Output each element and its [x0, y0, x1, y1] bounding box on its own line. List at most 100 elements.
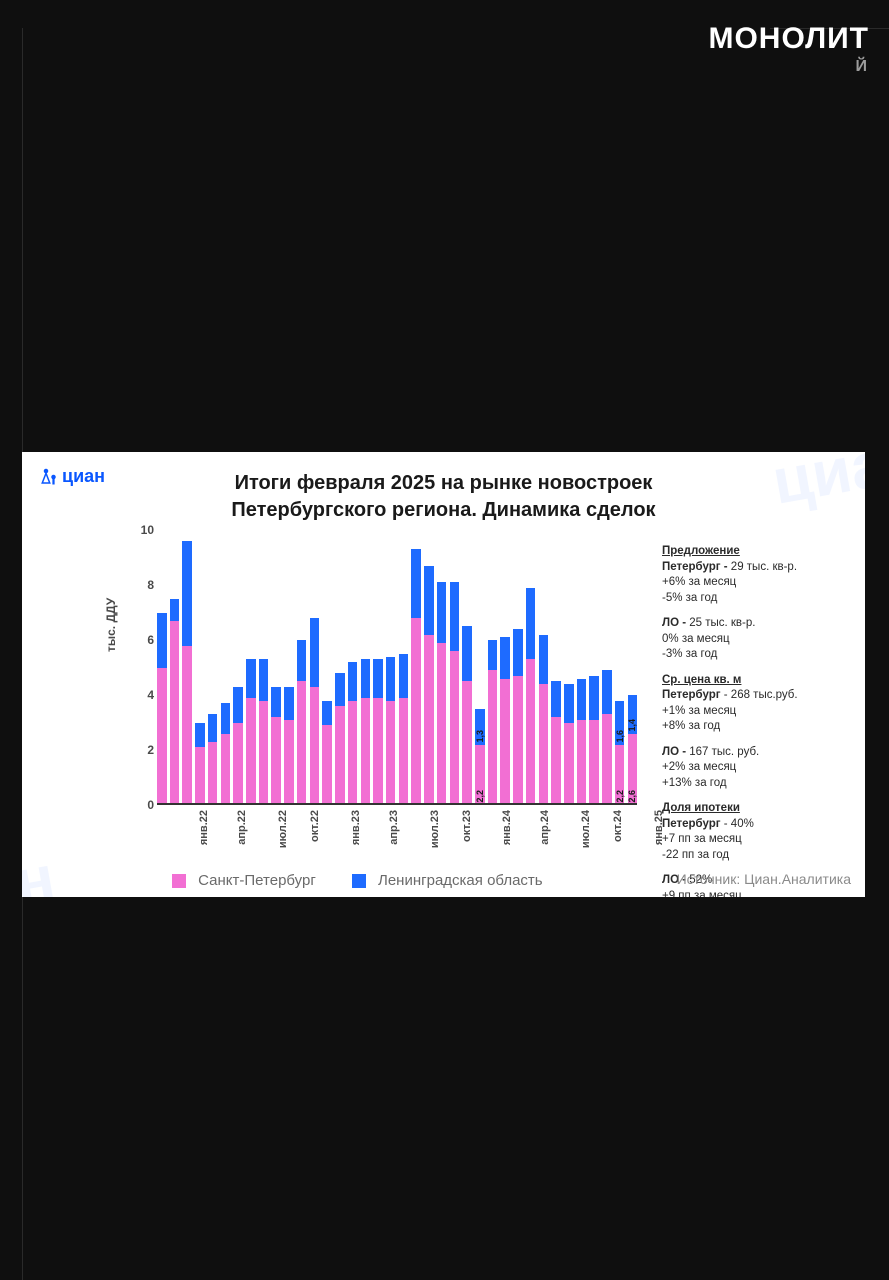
x-tick: окт.24	[612, 810, 624, 842]
stats-line: ЛО - 25 тыс. кв-р.	[662, 616, 852, 632]
bar-column	[170, 530, 180, 805]
bar-column	[373, 530, 383, 805]
bar-segment-b	[539, 635, 549, 685]
bar-segment-a	[564, 723, 574, 806]
x-axis: янв.22апр.22июл.22окт.22янв.23апр.23июл.…	[157, 810, 637, 860]
bar-column	[399, 530, 409, 805]
bar-column: 1,32,2	[475, 530, 485, 805]
bar-segment-a	[271, 717, 281, 805]
bar-column	[500, 530, 510, 805]
stats-heading: Доля ипотеки	[662, 801, 852, 817]
bar-column	[526, 530, 536, 805]
bar-segment-b	[195, 723, 205, 748]
bar-segment-a	[221, 734, 231, 806]
bar-column	[589, 530, 599, 805]
bar-segment-a	[602, 714, 612, 805]
x-tick: янв.23	[350, 810, 362, 845]
bar-segment-b	[462, 626, 472, 681]
bar-segment-a	[259, 701, 269, 806]
bar-segment-a	[310, 687, 320, 805]
y-axis: 0246810	[122, 530, 154, 805]
bar-column	[233, 530, 243, 805]
bar-column	[157, 530, 167, 805]
bar-segment-a	[284, 720, 294, 805]
x-tick: апр.22	[236, 810, 248, 845]
stats-line: +13% за год	[662, 776, 852, 792]
bar-column	[246, 530, 256, 805]
stats-line: Петербург - 29 тыс. кв-р.	[662, 560, 852, 576]
bar-data-label: 1,3	[475, 730, 485, 743]
bar-segment-a	[297, 681, 307, 805]
bar-column	[386, 530, 396, 805]
bar-segment-a	[411, 618, 421, 805]
bar-segment-a	[246, 698, 256, 805]
bar-segment-b	[271, 687, 281, 717]
brand-logo: МОНОЛИТ	[708, 22, 869, 56]
bar-column	[462, 530, 472, 805]
bar-segment-a	[424, 635, 434, 806]
bar-column	[182, 530, 192, 805]
brand-sub: Й	[856, 58, 868, 76]
bar-column	[513, 530, 523, 805]
bar-segment-a	[437, 643, 447, 805]
bar-segment-a	[526, 659, 536, 805]
bar-segment-b	[564, 684, 574, 723]
bar-segment-a	[170, 621, 180, 805]
bar-data-label: 2,6	[627, 790, 637, 803]
bar-column	[437, 530, 447, 805]
bar-segment-b	[170, 599, 180, 621]
bar-segment-b	[526, 588, 536, 660]
bar-segment-a	[182, 646, 192, 806]
bar-segment-a	[399, 698, 409, 805]
bar-segment-b	[246, 659, 256, 698]
bar-column	[271, 530, 281, 805]
legend: Санкт-Петербург Ленинградская область	[172, 872, 543, 889]
stats-heading: Предложение	[662, 544, 852, 560]
bar-segment-a	[577, 720, 587, 805]
stats-heading: Ср. цена кв. м	[662, 673, 852, 689]
y-axis-label: тыс. ДДУ	[104, 598, 118, 652]
bar-column	[551, 530, 561, 805]
x-tick: окт.22	[309, 810, 321, 842]
chart-card: циан циан циан Итоги февраля 2025 на рын…	[22, 452, 865, 897]
stats-line: Петербург - 268 тыс.руб.	[662, 688, 852, 704]
stats-line: +8% за год	[662, 719, 852, 735]
stats-line: +6% за месяц	[662, 575, 852, 591]
bar-segment-a	[539, 684, 549, 805]
bar-segment-a	[500, 679, 510, 806]
bar-column	[348, 530, 358, 805]
legend-item: Ленинградская область	[352, 872, 543, 889]
bar-segment-b	[157, 613, 167, 668]
stats-line: Петербург - 40%	[662, 817, 852, 833]
y-tick: 6	[122, 633, 154, 647]
bar-column	[322, 530, 332, 805]
bar-segment-b	[348, 662, 358, 701]
bar-column	[284, 530, 294, 805]
bar-segment-b	[450, 582, 460, 651]
bar-segment-a	[195, 747, 205, 805]
legend-swatch	[352, 874, 366, 888]
stats-panel: ПредложениеПетербург - 29 тыс. кв-р.+6% …	[662, 544, 852, 897]
source-text: Источник: Циан.Аналитика	[677, 871, 851, 887]
stats-line: ЛО - 167 тыс. руб.	[662, 745, 852, 761]
bar-segment-b	[361, 659, 371, 698]
bar-column	[411, 530, 421, 805]
stats-line: -5% за год	[662, 591, 852, 607]
bar-segment-a	[348, 701, 358, 806]
stats-block: Доля ипотекиПетербург - 40%+7 пп за меся…	[662, 801, 852, 863]
bar-segment-a	[513, 676, 523, 805]
bar-column	[259, 530, 269, 805]
x-axis-baseline	[157, 803, 637, 805]
chart-title-line1: Итоги февраля 2025 на рынке новостроек	[235, 472, 653, 494]
bar-segment-a	[157, 668, 167, 806]
stats-block: ЛО - 167 тыс. руб.+2% за месяц+13% за го…	[662, 745, 852, 792]
stats-line: +9 пп за месяц	[662, 889, 852, 897]
bar-data-label: 1,6	[615, 730, 625, 743]
legend-item: Санкт-Петербург	[172, 872, 316, 889]
x-tick: июл.23	[429, 810, 441, 848]
watermark: циан	[22, 840, 60, 897]
bar-segment-a	[386, 701, 396, 806]
bar-column	[577, 530, 587, 805]
bar-segment-b	[500, 637, 510, 678]
bar-segment-b	[437, 582, 447, 643]
